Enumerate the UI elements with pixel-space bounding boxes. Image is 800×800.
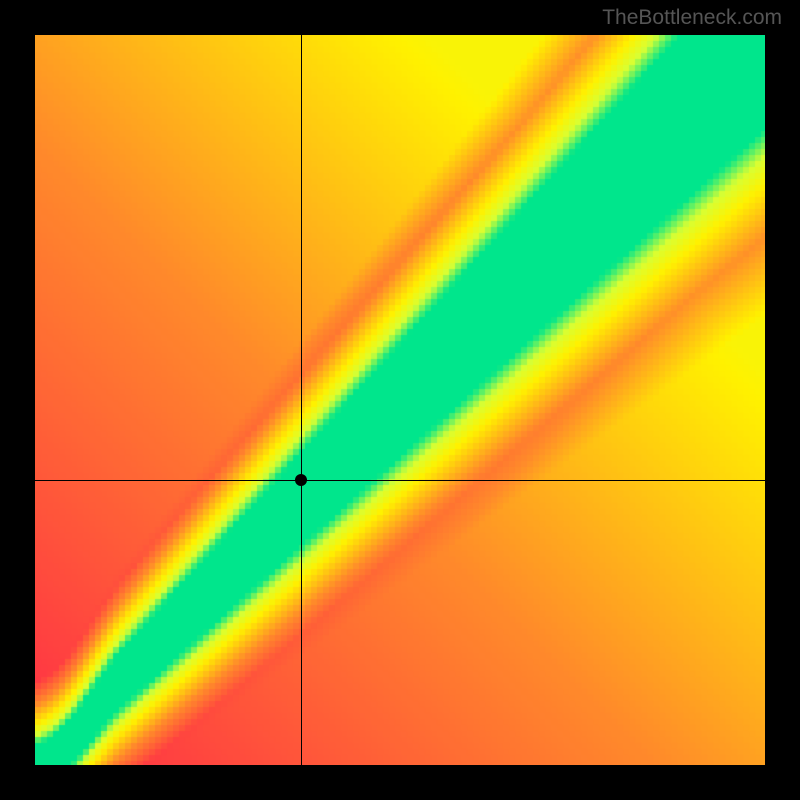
plot-area: [35, 35, 765, 765]
crosshair-vertical: [301, 35, 302, 765]
watermark-text: TheBottleneck.com: [602, 6, 782, 30]
crosshair-horizontal: [35, 480, 765, 481]
chart-container: TheBottleneck.com: [0, 0, 800, 800]
heatmap-canvas: [35, 35, 765, 765]
data-point-marker: [295, 474, 307, 486]
